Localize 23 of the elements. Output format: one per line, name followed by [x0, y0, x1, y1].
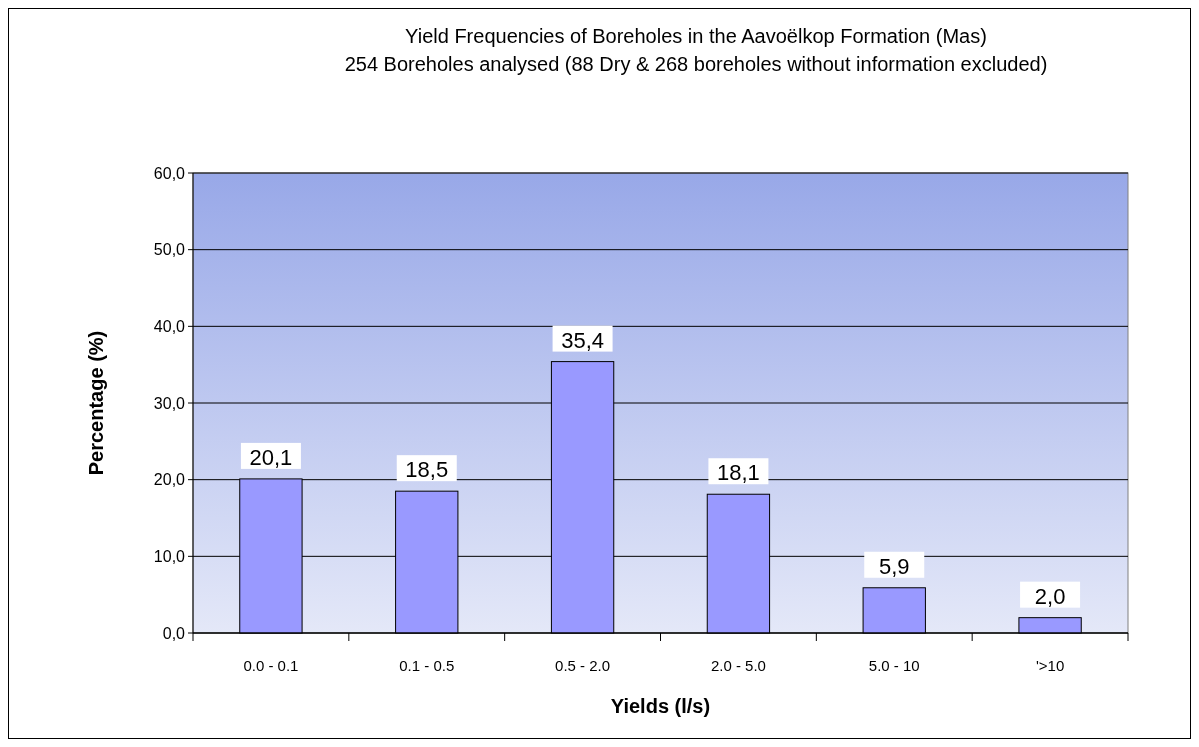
x-tick-label: '>10	[1035, 657, 1065, 674]
data-label: 2,0	[1034, 583, 1066, 609]
y-axis-title: Percentage (%)	[85, 330, 107, 476]
data-label: 18,5	[405, 457, 449, 483]
data-label: 5,9	[878, 553, 910, 579]
x-axis-title: Yields (l/s)	[610, 695, 711, 717]
y-tick-label: 50,0	[153, 241, 186, 259]
data-label: 20,1	[249, 444, 293, 470]
y-tick-label: 0,0	[162, 624, 186, 642]
y-tick-label: 40,0	[153, 317, 186, 335]
y-tick-label: 60,0	[153, 164, 186, 182]
x-tick-label: 0.1 - 0.5	[399, 657, 455, 674]
x-tick-label: 0.5 - 2.0	[555, 657, 611, 674]
x-tick-label: 2.0 - 5.0	[710, 657, 766, 674]
data-label: 35,4	[561, 327, 604, 353]
data-label: 18,1	[717, 460, 760, 486]
y-tick-label: 20,0	[153, 471, 186, 489]
y-tick-label: 10,0	[153, 547, 186, 565]
x-tick-label: 5.0 - 10	[868, 657, 920, 674]
chart-title: Yield Frequencies of Boreholes in the Aavoëlkop Formation (Mas)	[405, 25, 987, 47]
y-tick-label: 30,0	[153, 394, 186, 412]
x-tick-label: 0.0 - 0.1	[243, 657, 299, 674]
chart-subtitle: 254 Boreholes analysed (88 Dry & 268 boreholes without information excluded)	[344, 53, 1048, 75]
